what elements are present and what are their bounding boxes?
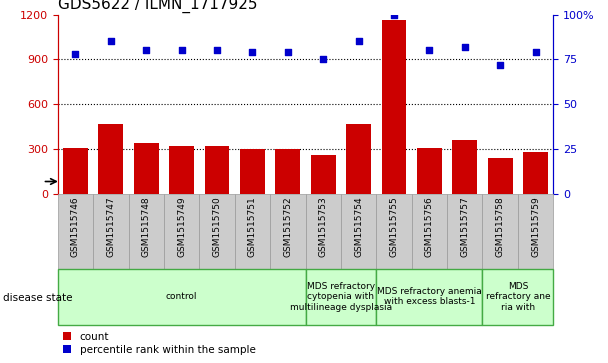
Bar (275, 148, 300, 194)
Point (389, 12, 399, 17)
Point (71, 51, 80, 57)
Bar (128, 194, 164, 269)
Bar (58, 269, 305, 325)
Point (283, 49, 292, 55)
Bar (452, 140, 477, 194)
Bar (376, 194, 412, 269)
Text: GSM1515755: GSM1515755 (390, 196, 398, 257)
Text: GSM1515751: GSM1515751 (248, 196, 257, 257)
Bar (341, 194, 376, 269)
Bar (98, 124, 123, 194)
Bar (305, 194, 341, 269)
Point (496, 62, 505, 68)
Text: GSM1515749: GSM1515749 (177, 196, 186, 257)
Bar (270, 194, 305, 269)
Point (319, 57, 328, 62)
Text: GSM1515750: GSM1515750 (213, 196, 221, 257)
Text: GSM1515748: GSM1515748 (142, 196, 151, 257)
Point (177, 48, 187, 53)
Bar (235, 194, 270, 269)
Bar (205, 146, 229, 194)
Point (460, 44, 469, 50)
Text: GSM1515752: GSM1515752 (283, 196, 292, 257)
Bar (164, 194, 199, 269)
Bar (412, 194, 447, 269)
Point (354, 38, 364, 44)
Text: MDS
refractory ane
ria with: MDS refractory ane ria with (486, 282, 550, 312)
Text: GSM1515747: GSM1515747 (106, 196, 116, 257)
Point (212, 48, 222, 53)
Text: control: control (166, 292, 198, 301)
Bar (382, 20, 406, 194)
Bar (488, 158, 513, 194)
Text: GDS5622 / ILMN_1717925: GDS5622 / ILMN_1717925 (58, 0, 257, 13)
Point (142, 48, 151, 53)
Bar (93, 194, 128, 269)
Text: GSM1515753: GSM1515753 (319, 196, 328, 257)
Bar (483, 194, 518, 269)
Point (247, 49, 257, 55)
Bar (447, 194, 483, 269)
Bar (346, 124, 371, 194)
Text: GSM1515758: GSM1515758 (496, 196, 505, 257)
Bar (305, 269, 376, 325)
Bar (417, 148, 442, 194)
Text: GSM1515746: GSM1515746 (71, 196, 80, 257)
Bar (518, 194, 553, 269)
Text: MDS refractory anemia
with excess blasts-1: MDS refractory anemia with excess blasts… (377, 287, 482, 306)
Bar (240, 148, 265, 194)
Bar (169, 146, 194, 194)
Text: GSM1515756: GSM1515756 (425, 196, 434, 257)
Bar (199, 194, 235, 269)
Text: GSM1515757: GSM1515757 (460, 196, 469, 257)
Bar (58, 194, 93, 269)
Point (531, 49, 541, 55)
Text: GSM1515759: GSM1515759 (531, 196, 540, 257)
Bar (376, 269, 483, 325)
Point (106, 38, 116, 44)
Text: MDS refractory
cytopenia with
multilineage dysplasia: MDS refractory cytopenia with multilinea… (290, 282, 392, 312)
Legend: count, percentile rank within the sample: count, percentile rank within the sample (63, 332, 255, 355)
Point (424, 48, 434, 53)
Bar (523, 152, 548, 194)
Text: GSM1515754: GSM1515754 (354, 196, 363, 257)
Bar (134, 143, 159, 194)
Text: disease state: disease state (3, 293, 72, 303)
Bar (483, 269, 553, 325)
Bar (311, 155, 336, 194)
Bar (63, 148, 88, 194)
